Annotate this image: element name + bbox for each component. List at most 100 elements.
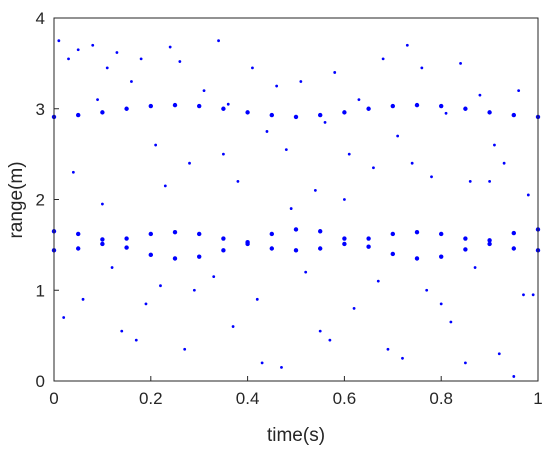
- data-point: [144, 302, 148, 306]
- data-point: [226, 102, 230, 106]
- data-point: [531, 293, 535, 297]
- data-point: [487, 241, 492, 247]
- y-tick-label: 1: [36, 281, 45, 300]
- data-point: [293, 248, 299, 253]
- data-point: [328, 338, 332, 342]
- data-point: [269, 246, 274, 251]
- data-point: [343, 198, 346, 201]
- data-point: [105, 66, 109, 70]
- data-point: [396, 134, 400, 138]
- data-point: [381, 57, 385, 61]
- data-point: [390, 103, 395, 109]
- data-point: [172, 229, 178, 235]
- data-point: [313, 189, 317, 192]
- data-point: [522, 293, 525, 297]
- data-point: [366, 244, 371, 249]
- data-point: [236, 179, 240, 183]
- data-point: [76, 48, 80, 52]
- data-point: [269, 231, 274, 237]
- data-point: [430, 175, 433, 179]
- data-point: [493, 143, 496, 147]
- data-point: [172, 102, 178, 108]
- data-point: [323, 120, 327, 124]
- data-point: [76, 112, 81, 118]
- x-tick-label: 1: [533, 389, 542, 408]
- data-point: [357, 98, 361, 102]
- data-point: [91, 43, 95, 47]
- data-point: [293, 114, 299, 120]
- data-point: [148, 231, 153, 237]
- data-point: [497, 352, 501, 356]
- data-point: [517, 89, 521, 92]
- data-point: [463, 106, 468, 111]
- data-point: [260, 361, 264, 365]
- data-point: [425, 288, 429, 292]
- data-point: [511, 246, 516, 251]
- data-point: [62, 316, 66, 319]
- data-point: [347, 152, 351, 156]
- plot-frame: [53, 17, 539, 382]
- data-point: [401, 356, 404, 360]
- data-point: [163, 184, 167, 188]
- data-point: [76, 231, 81, 237]
- data-point: [463, 236, 468, 241]
- data-point: [473, 266, 477, 269]
- data-point: [120, 329, 124, 333]
- y-tick-label: 0: [36, 372, 45, 391]
- data-point: [134, 338, 138, 342]
- data-point: [318, 329, 322, 333]
- data-point: [405, 43, 409, 47]
- data-point: [212, 275, 216, 279]
- data-point: [245, 241, 250, 247]
- data-point: [197, 103, 202, 109]
- data-point: [188, 161, 191, 165]
- data-point: [342, 110, 347, 115]
- data-point: [511, 112, 516, 118]
- data-point: [202, 89, 206, 92]
- data-point: [251, 66, 254, 70]
- data-point: [81, 297, 85, 301]
- data-point: [352, 307, 356, 310]
- y-axis-label: range(m): [6, 161, 27, 238]
- series-1: [51, 102, 541, 120]
- data-point: [115, 51, 119, 54]
- data-point: [159, 284, 162, 288]
- data-point: [439, 254, 444, 259]
- y-tick-label: 4: [36, 9, 45, 28]
- data-point: [463, 247, 468, 252]
- data-point: [488, 179, 491, 183]
- series-2: [51, 227, 541, 261]
- data-point: [124, 245, 129, 250]
- data-point: [139, 57, 143, 61]
- data-point: [439, 231, 444, 237]
- data-point: [414, 102, 420, 108]
- data-point: [420, 66, 424, 70]
- data-point: [526, 193, 530, 197]
- data-point: [100, 237, 105, 242]
- data-point: [183, 347, 187, 351]
- data-point: [390, 251, 395, 257]
- y-axis: 0 1 2 3 4: [36, 9, 59, 391]
- data-point: [221, 236, 226, 241]
- data-point: [439, 103, 444, 109]
- data-point: [269, 112, 274, 118]
- x-tick-label: 0: [49, 389, 58, 408]
- data-point: [502, 161, 506, 165]
- data-point: [100, 241, 105, 247]
- data-point: [178, 60, 182, 63]
- data-point: [221, 106, 226, 111]
- data-point: [124, 236, 129, 241]
- data-point: [376, 279, 380, 283]
- data-point: [414, 229, 420, 235]
- data-point: [293, 227, 299, 232]
- x-tick-label: 0.2: [139, 389, 163, 408]
- data-point: [366, 106, 371, 111]
- data-point: [124, 106, 129, 111]
- x-tick-label: 0.8: [429, 389, 453, 408]
- x-tick-label: 0.6: [333, 389, 357, 408]
- data-point: [304, 270, 308, 274]
- data-point: [172, 256, 178, 261]
- data-point: [245, 110, 250, 115]
- data-point: [289, 207, 293, 210]
